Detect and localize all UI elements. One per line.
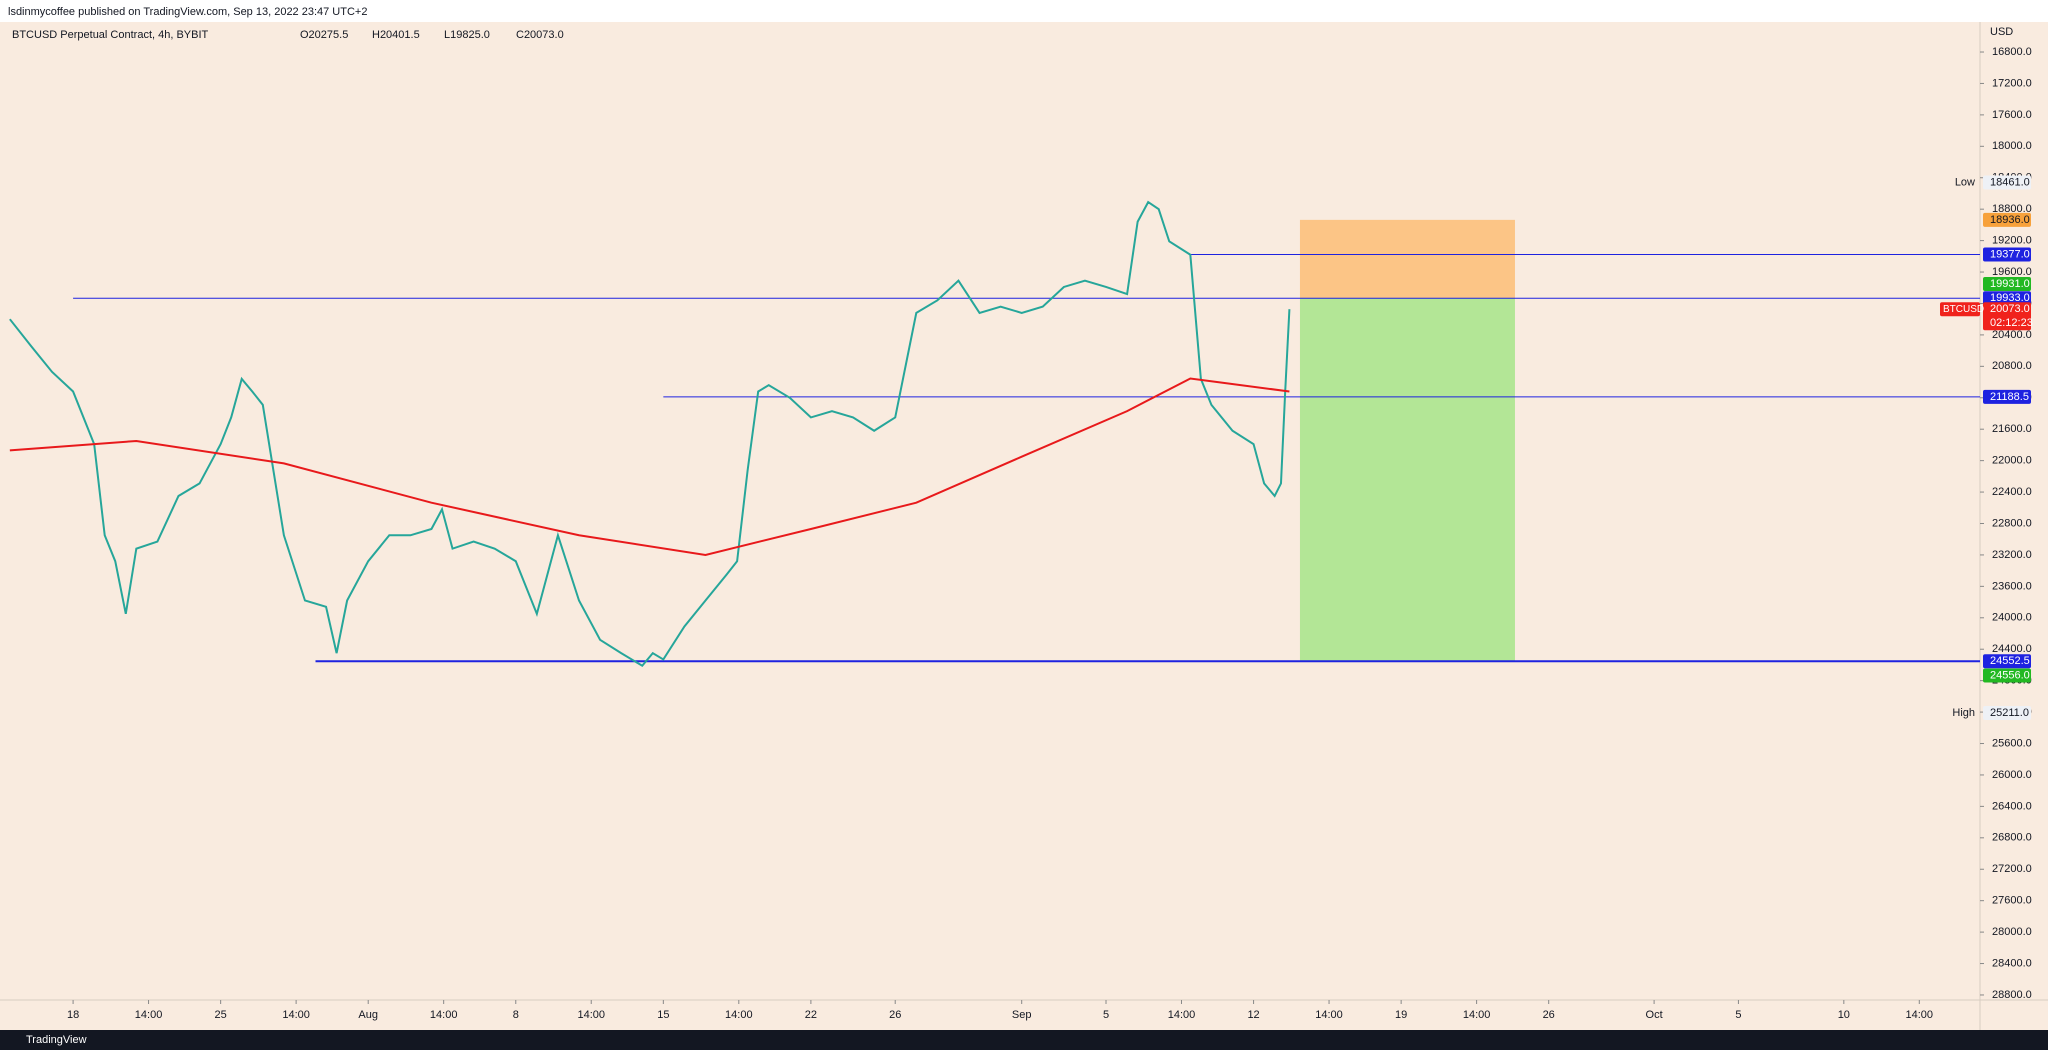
price-tag bbox=[1983, 668, 2031, 683]
price-tag-label: 24556.0 bbox=[1990, 669, 2030, 681]
symbol-tag-label: BTCUSD bbox=[1943, 304, 1984, 315]
y-tick-label: 17600.0 bbox=[1992, 109, 2032, 121]
y-tick-label: 23600.0 bbox=[1992, 580, 2032, 592]
y-tick-label: 16800.0 bbox=[1992, 46, 2032, 58]
price-tag-label: 18936.0 bbox=[1990, 214, 2030, 226]
footer-logo: TradingView bbox=[26, 1034, 87, 1046]
y-tick-label: 24000.0 bbox=[1992, 612, 2032, 624]
x-tick-label: 14:00 bbox=[1906, 1009, 1934, 1021]
extreme-label: 18461.0 bbox=[1990, 176, 2030, 188]
x-tick-label: 26 bbox=[889, 1009, 901, 1021]
x-tick-label: 8 bbox=[513, 1009, 519, 1021]
extreme-tag bbox=[1983, 175, 2031, 190]
publish-note: lsdinmycoffee published on TradingView.c… bbox=[8, 6, 367, 18]
x-tick-label: 14:00 bbox=[1463, 1009, 1491, 1021]
y-tick-label: 19200.0 bbox=[1992, 235, 2032, 247]
y-tick-label: 17200.0 bbox=[1992, 77, 2032, 89]
last-label: 20073.0 bbox=[1990, 303, 2030, 315]
price-tag bbox=[1983, 389, 2031, 404]
y-tick-label: 22000.0 bbox=[1992, 455, 2032, 467]
price-tag bbox=[1983, 212, 2031, 227]
x-tick-label: Oct bbox=[1646, 1009, 1663, 1021]
x-tick-label: 14:00 bbox=[1168, 1009, 1196, 1021]
x-tick-label: 14:00 bbox=[1315, 1009, 1343, 1021]
price-tag-label: 19377.0 bbox=[1990, 248, 2030, 260]
ohlc-value: L19825.0 bbox=[444, 29, 490, 41]
x-tick-label: 18 bbox=[67, 1009, 79, 1021]
x-tick-label: 14:00 bbox=[135, 1009, 163, 1021]
stop-zone bbox=[1299, 219, 1515, 299]
x-tick-label: 15 bbox=[657, 1009, 669, 1021]
y-tick-label: 18000.0 bbox=[1992, 140, 2032, 152]
x-tick-label: 22 bbox=[805, 1009, 817, 1021]
y-tick-label: 19600.0 bbox=[1992, 266, 2032, 278]
y-tick-label: 27200.0 bbox=[1992, 863, 2032, 875]
footer-bar bbox=[0, 1030, 2048, 1050]
price-tag bbox=[1983, 277, 2031, 292]
countdown: 02:12:23 bbox=[1990, 317, 2033, 329]
y-tick-label: 18800.0 bbox=[1992, 203, 2032, 215]
y-tick-label: 22400.0 bbox=[1992, 486, 2032, 498]
price-tag bbox=[1983, 247, 2031, 262]
x-tick-label: Sep bbox=[1012, 1009, 1032, 1021]
y-tick-label: 26800.0 bbox=[1992, 832, 2032, 844]
symbol-title: BTCUSD Perpetual Contract, 4h, BYBIT bbox=[12, 29, 209, 41]
extreme-text: Low bbox=[1955, 176, 1975, 188]
symbol-tag bbox=[1940, 302, 1980, 317]
plot-bg bbox=[0, 22, 2048, 1030]
x-tick-label: 14:00 bbox=[282, 1009, 310, 1021]
y-tick-label: 23200.0 bbox=[1992, 549, 2032, 561]
x-tick-label: 26 bbox=[1543, 1009, 1555, 1021]
x-tick-label: Aug bbox=[358, 1009, 378, 1021]
y-tick-label: 21600.0 bbox=[1992, 423, 2032, 435]
y-tick-label: 20800.0 bbox=[1992, 360, 2032, 372]
y-tick-label: 26000.0 bbox=[1992, 769, 2032, 781]
x-tick-label: 12 bbox=[1247, 1009, 1259, 1021]
x-tick-label: 10 bbox=[1838, 1009, 1850, 1021]
ma-line bbox=[9, 377, 1290, 556]
extreme-text: High bbox=[1952, 707, 1975, 719]
price-tag-label: 19931.0 bbox=[1990, 278, 2030, 290]
y-tick-label: 22800.0 bbox=[1992, 517, 2032, 529]
y-tick-label: 28800.0 bbox=[1992, 989, 2032, 1001]
axis-unit: USD bbox=[1990, 26, 2013, 38]
x-tick-label: 14:00 bbox=[577, 1009, 605, 1021]
extreme-label: 25211.0 bbox=[1990, 707, 2029, 719]
x-tick-label: 19 bbox=[1395, 1009, 1407, 1021]
x-tick-label: 5 bbox=[1103, 1009, 1109, 1021]
x-tick-label: 14:00 bbox=[725, 1009, 753, 1021]
y-tick-label: 28000.0 bbox=[1992, 926, 2032, 938]
x-tick-label: 5 bbox=[1735, 1009, 1741, 1021]
price-line bbox=[9, 200, 1291, 668]
target-zone bbox=[1299, 298, 1515, 662]
y-tick-label: 24400.0 bbox=[1992, 643, 2032, 655]
ohlc-value: O20275.5 bbox=[300, 29, 348, 41]
y-tick-label: 27600.0 bbox=[1992, 895, 2032, 907]
price-tag bbox=[1983, 291, 2031, 306]
y-tick-label: 26400.0 bbox=[1992, 800, 2032, 812]
x-tick-label: 25 bbox=[215, 1009, 227, 1021]
y-tick-label: 25600.0 bbox=[1992, 737, 2032, 749]
top-bar bbox=[0, 0, 2048, 22]
ohlc-value: H20401.5 bbox=[372, 29, 420, 41]
price-tag-label: 24552.5 bbox=[1990, 655, 2030, 667]
y-tick-label: 28400.0 bbox=[1992, 957, 2032, 969]
price-tag-label: 19933.0 bbox=[1990, 292, 2030, 304]
price-tag-label: 21188.5 bbox=[1990, 391, 2029, 403]
x-tick-label: 14:00 bbox=[430, 1009, 458, 1021]
ohlc-value: C20073.0 bbox=[516, 29, 564, 41]
extreme-tag bbox=[1983, 705, 2031, 720]
y-tick-label: 20400.0 bbox=[1992, 329, 2032, 341]
last-tag bbox=[1983, 302, 2031, 331]
price-tag bbox=[1983, 654, 2031, 669]
